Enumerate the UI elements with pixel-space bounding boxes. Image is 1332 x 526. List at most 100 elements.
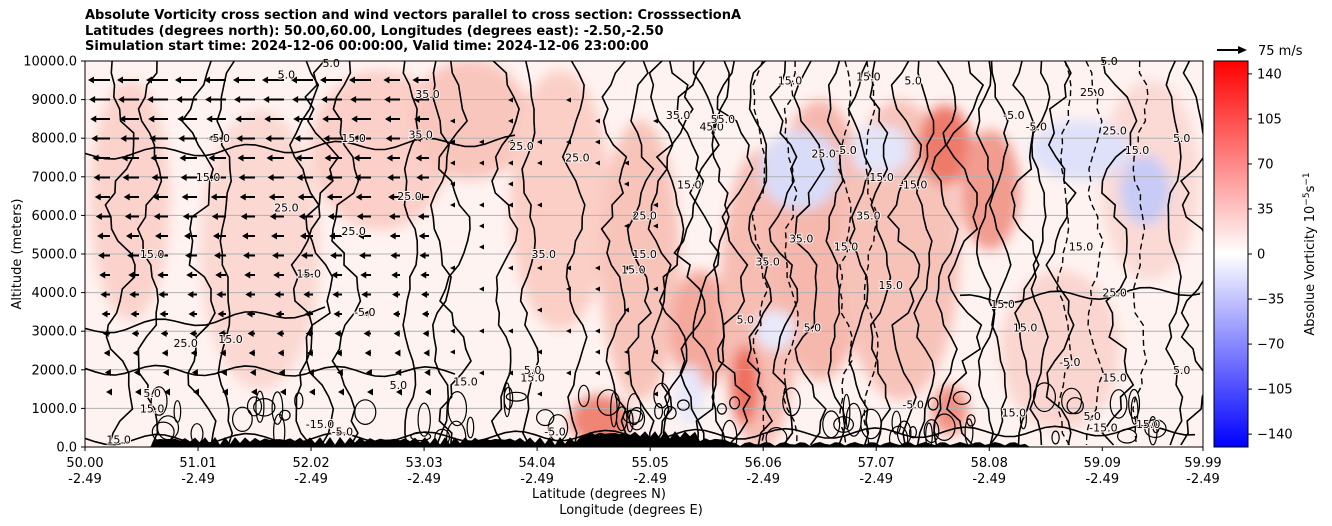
wind-vector-head bbox=[178, 135, 185, 142]
x-tick-label-lon: -2.49 bbox=[972, 472, 1006, 487]
contour-label: 5.0 bbox=[524, 364, 542, 377]
contour-label: 15.0 bbox=[140, 248, 165, 261]
wind-vector-head bbox=[127, 252, 134, 259]
fill-blob bbox=[600, 120, 680, 400]
contour-label: 15.0 bbox=[632, 248, 657, 261]
wind-vector-head bbox=[595, 328, 600, 334]
y-tick-label: 4000.0 bbox=[32, 286, 78, 301]
wind-vector-head bbox=[275, 310, 282, 318]
y-tick-label: 0.0 bbox=[56, 441, 77, 456]
contour-loop bbox=[622, 409, 644, 424]
wind-vector-head bbox=[508, 370, 513, 376]
contour-loop bbox=[615, 406, 628, 432]
contour-label: 15.0 bbox=[520, 372, 545, 385]
wind-vector-head bbox=[106, 388, 112, 396]
contour-loop bbox=[845, 402, 862, 437]
contour-loop bbox=[908, 426, 917, 439]
wind-vector-head bbox=[156, 252, 163, 259]
wind-vector-head bbox=[236, 135, 243, 142]
wind-vector-head bbox=[537, 391, 542, 397]
x-axis: 50.00-2.4951.01-2.4952.02-2.4953.03-2.49… bbox=[66, 447, 1222, 487]
wind-vector-head bbox=[162, 369, 169, 376]
contour-layer bbox=[85, 61, 1203, 447]
wind-vector-head bbox=[479, 223, 484, 229]
wind-vector-head bbox=[100, 291, 107, 298]
x-axis-label-latitude: Latitude (degrees N) bbox=[532, 487, 666, 502]
x-tick-label-lat: 52.02 bbox=[292, 456, 329, 471]
wind-vector-head bbox=[508, 160, 513, 166]
wind-vector-head bbox=[508, 328, 513, 334]
wind-vector-head bbox=[414, 135, 421, 142]
quiver-key: 75 m/s bbox=[1217, 44, 1303, 59]
wind-vector-head bbox=[367, 388, 373, 396]
contour-line bbox=[600, 61, 628, 446]
wind-vector-head bbox=[92, 154, 99, 162]
contour-loop bbox=[246, 396, 263, 417]
wind-vector-head bbox=[104, 369, 111, 376]
wind-vector-head bbox=[215, 271, 222, 279]
fill-blob bbox=[1030, 120, 1130, 180]
contour-label: 5.0 bbox=[1083, 410, 1101, 423]
contour-line bbox=[331, 61, 362, 446]
wind-vector-head bbox=[384, 115, 391, 123]
x-tick-label-lon: -2.49 bbox=[520, 472, 554, 487]
colorbar-label-unit: s bbox=[1303, 185, 1318, 192]
contour-label: 15.0 bbox=[990, 298, 1015, 311]
x-tick-label-lon: -2.49 bbox=[68, 472, 102, 487]
contour-line bbox=[519, 61, 540, 446]
contour-label: 35.0 bbox=[856, 209, 881, 222]
colorbar-tick-label: −70 bbox=[1257, 338, 1284, 353]
wind-vector-head bbox=[396, 388, 402, 396]
wind-vector-head bbox=[419, 252, 426, 259]
wind-vector-head bbox=[242, 232, 248, 240]
contour-loop bbox=[927, 397, 939, 411]
wind-vector-head bbox=[421, 310, 428, 318]
wind-vector-head bbox=[479, 328, 484, 334]
wind-vector-head bbox=[244, 271, 251, 279]
contour-label: -5.0 bbox=[1003, 109, 1024, 122]
wind-vector-head bbox=[537, 307, 542, 313]
wind-vector-head bbox=[293, 115, 300, 123]
fill-blob-group bbox=[90, 61, 1200, 447]
y-axis: 0.0 1000.0 2000.0 3000.0 4000.0 5000.0 6000.0 7… bbox=[23, 55, 85, 456]
wind-vector-head bbox=[325, 174, 332, 181]
wind-vector-head bbox=[235, 115, 242, 123]
wind-vector-head bbox=[306, 349, 313, 357]
wind-vector-head bbox=[99, 271, 106, 279]
contour-line bbox=[437, 61, 472, 446]
colorbar-tick-label: 35 bbox=[1257, 202, 1274, 217]
contour-label: 15.0 bbox=[106, 433, 131, 446]
wind-vector-head bbox=[150, 154, 157, 162]
contour-line bbox=[1056, 61, 1073, 446]
contour-label: 15.0 bbox=[1136, 418, 1161, 431]
contour-loop bbox=[231, 406, 253, 432]
wind-vector-head bbox=[359, 252, 366, 259]
contour-label: 35.0 bbox=[408, 128, 433, 141]
contour-loop bbox=[677, 399, 690, 411]
wind-vector-head bbox=[89, 96, 96, 103]
x-axis-label-longitude: Longitude (degrees E) bbox=[559, 503, 703, 518]
contour-line bbox=[304, 61, 340, 446]
contour-line bbox=[1132, 61, 1149, 446]
contour-line bbox=[768, 61, 799, 446]
contour-label: 15.0 bbox=[879, 279, 904, 292]
wind-vector-head bbox=[213, 232, 219, 240]
contour-label: -5.0 bbox=[332, 426, 353, 439]
wind-vector-head bbox=[653, 118, 658, 124]
contour-label: 25.0 bbox=[274, 202, 299, 215]
fill-blob bbox=[960, 130, 1020, 250]
wind-vector-head bbox=[120, 135, 127, 142]
contour-label: 25.0 bbox=[397, 190, 422, 203]
wind-vector-head bbox=[450, 265, 455, 271]
wind-vector-head bbox=[362, 310, 369, 318]
fill-blob bbox=[1120, 155, 1170, 225]
wind-vector-head bbox=[91, 135, 98, 142]
wind-vector-head bbox=[214, 252, 221, 259]
contour-loop bbox=[505, 391, 527, 402]
contour-line bbox=[863, 61, 880, 446]
wind-vector-head bbox=[349, 76, 355, 84]
wind-vector-head bbox=[263, 96, 270, 103]
plot-area: 35.0 5.0 5.0 -5.0 35.0 15.0 25.0 25.0 25.0 25.0 25… bbox=[84, 54, 1204, 448]
wind-vector-head bbox=[508, 139, 513, 145]
contour-label: 15.0 bbox=[218, 333, 243, 346]
